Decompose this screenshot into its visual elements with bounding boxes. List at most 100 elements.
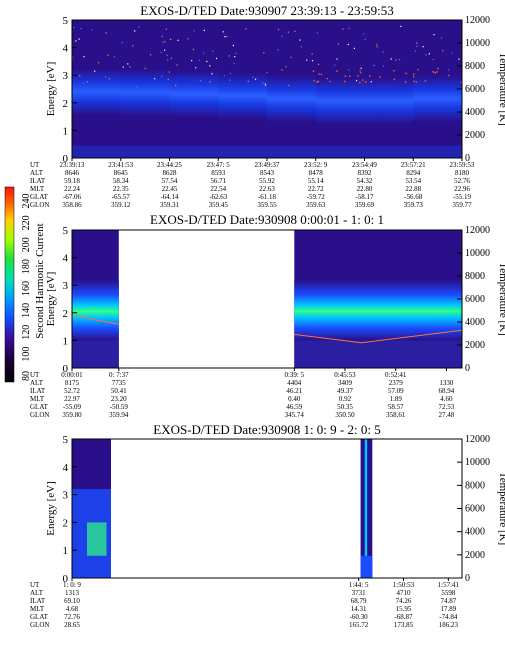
ephemeris-value: 8593 [211,169,226,177]
ephemeris-value: -74.84 [439,613,458,621]
noise-speck [432,58,434,61]
noise-speck [437,67,439,70]
y2-axis-label: Temperature [K] [497,262,505,335]
noise-speck [398,58,401,61]
ephemeris-value: 4.60 [440,395,453,403]
ephemeris-value: 0.92 [339,395,352,403]
ephemeris-row-label: GLON [30,411,49,419]
y-tick-label: 3 [63,70,69,82]
ephemeris-value: 359.63 [306,201,326,209]
noise-speck [167,78,169,81]
y-tick-label: 0 [63,153,69,165]
ephemeris-value: 22.63 [259,185,275,193]
ephemeris-value: 14.31 [351,605,367,613]
noise-speck [264,84,267,86]
noise-speck [199,80,202,82]
noise-speck [312,70,315,72]
ephemeris-value: 23:57:21 [401,161,426,169]
noise-speck [127,63,129,65]
colorbar-tick-label: 100 [21,347,32,362]
ephemeris-value: 5598 [441,589,456,597]
noise-speck [224,36,226,38]
ephemeris-value: 55.14 [308,177,324,185]
chart-title: EXOS-D/TED Date:930907 23:39:13 - 23:59:… [140,3,393,18]
ephemeris-value: 58.34 [113,177,129,185]
noise-speck [177,39,179,41]
noise-speck [86,81,88,83]
noise-speck [360,67,362,69]
y2-tick-label: 8000 [465,480,485,491]
ephemeris-value: 69.10 [64,597,80,605]
y2-tick-label: 10000 [465,457,490,468]
colorbar-label: Second Harmonic Current [34,223,46,338]
ephemeris-value: -55.09 [63,403,82,411]
ephemeris-value: 68.94 [439,387,455,395]
noise-speck [266,71,268,74]
noise-speck [105,32,107,34]
y2-tick-label: 0 [465,363,470,374]
noise-speck [212,50,214,52]
colorbar: 240 220 200 180 160 140 120 100 80 Second Harmon… [4,186,46,383]
noise-speck [245,28,247,30]
ephemeris-value: 165.72 [349,621,369,629]
ephemeris-value: 23.20 [111,395,127,403]
y-tick-label: 5 [63,15,69,27]
ephemeris-value: 57.09 [388,387,404,395]
colorbar-tick-label: 140 [21,303,32,318]
data-segment [360,439,373,578]
ephemeris-value: 17.89 [440,605,456,613]
ephemeris-row-label: MLT [30,185,45,193]
spectral-spike [364,439,368,578]
ephemeris-value: 0:00:01 [61,371,83,379]
ephemeris-value: 23:59:53 [450,161,475,169]
noise-speck [288,84,290,86]
temperature-line [294,329,463,344]
low-energy-band [72,145,462,158]
y2-axis-label: Temperature [K] [497,52,505,125]
noise-speck [368,75,371,77]
noise-speck [211,73,213,75]
colorbar-tick-label: 200 [21,237,32,252]
noise-speck [432,71,434,73]
ephemeris-value: 0:45:53 [334,371,356,379]
noise-speck [355,79,358,82]
y-tick-label: 4 [63,253,69,265]
noise-speck [113,56,115,58]
noise-speck [191,59,193,62]
ephemeris-value: 54.32 [357,177,373,185]
ephemeris-value: 72.76 [64,613,80,621]
ephemeris-value: 8628 [163,169,178,177]
noise-speck [209,81,211,83]
noise-speck [98,62,100,64]
noise-speck [234,56,236,58]
ephemeris-value: 23:41:53 [108,161,133,169]
ephemeris-value: 1:50:53 [393,581,415,589]
ephemeris-value: 1:44: 5 [349,581,369,589]
noise-speck [193,30,195,32]
data-segment [71,230,119,368]
chart-title: EXOS-D/TED Date:930908 1: 0: 9 - 2: 0: 5 [153,422,380,437]
noise-speck [235,52,237,55]
noise-speck [94,70,96,72]
ephemeris-value: 22.72 [308,185,324,193]
noise-speck [72,58,74,61]
noise-speck [413,80,415,83]
panels: EXOS-D/TED Date:930907 23:39:13 - 23:59:… [30,3,505,629]
ephemeris-value: -62.63 [209,193,228,201]
spectral-band [364,77,414,125]
noise-speck [294,30,296,32]
ephemeris-table: UTALTILATMLTGLATGLON23:39:13864659.1822.… [30,158,475,209]
ephemeris-value: 0:52:41 [385,371,407,379]
noise-speck [232,44,234,47]
noise-speck [161,35,163,38]
colorbar-tick-label: 240 [21,194,32,209]
colorbar-tick-label: 120 [21,325,32,340]
noise-speck [72,56,74,58]
noise-speck [73,26,75,29]
noise-speck [132,45,134,47]
ephemeris-value: -65.57 [112,193,131,201]
noise-speck [316,32,319,34]
noise-speck [277,49,279,51]
